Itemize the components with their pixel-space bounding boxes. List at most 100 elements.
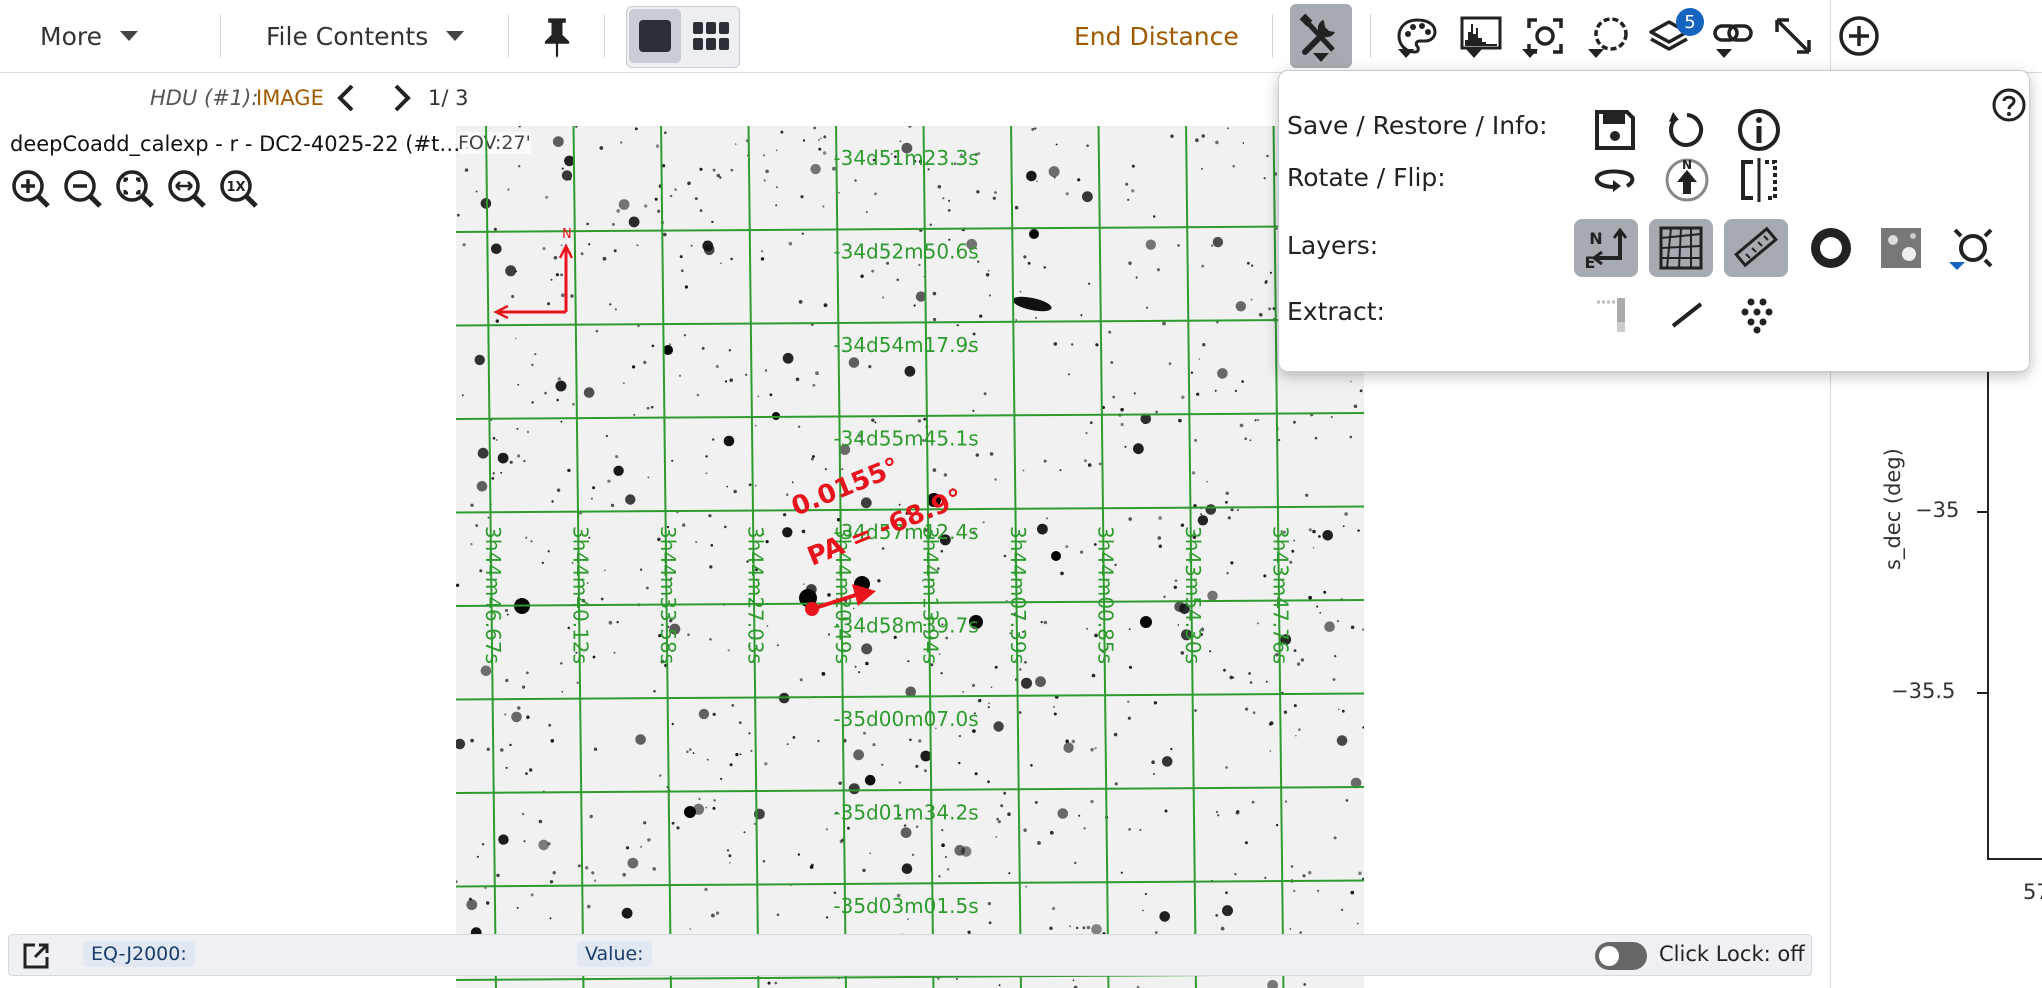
star	[1324, 621, 1335, 632]
click-lock-toggle[interactable]	[1595, 942, 1647, 970]
ra-grid-line	[1010, 126, 1022, 988]
star	[692, 752, 695, 754]
star	[1266, 154, 1269, 158]
star	[1071, 343, 1074, 346]
star	[1063, 742, 1074, 753]
star	[530, 540, 533, 543]
star	[1206, 480, 1208, 483]
star	[907, 660, 910, 663]
dec-grid-line	[456, 786, 1364, 794]
dec-grid-label: -34d51m23.3s	[833, 146, 978, 170]
tools-popup: Save / Restore / Info: Rotate / Flip:	[1278, 70, 2030, 372]
tools-button[interactable]	[1290, 4, 1352, 68]
selection-shape-button[interactable]	[1582, 8, 1636, 64]
star	[1256, 622, 1260, 625]
star	[1005, 599, 1008, 602]
flip-button[interactable]	[1727, 151, 1791, 209]
star	[800, 195, 804, 199]
star	[1043, 459, 1047, 463]
fov-label: FOV:27'	[458, 132, 531, 154]
image-thumbnail-layer-button[interactable]	[1869, 219, 1933, 277]
star	[1225, 891, 1228, 894]
help-icon[interactable]	[1991, 87, 2027, 123]
rotate-button[interactable]	[1583, 151, 1647, 209]
zoom-fit-icon[interactable]	[114, 168, 156, 210]
coordinate-grid-layer-button[interactable]	[1649, 219, 1713, 277]
star	[798, 300, 803, 304]
file-contents-dropdown[interactable]: File Contents	[266, 12, 465, 60]
star	[1215, 810, 1219, 814]
star	[905, 512, 909, 515]
star	[1065, 192, 1069, 196]
star	[712, 806, 716, 810]
star	[918, 160, 923, 164]
histogram-button[interactable]	[1454, 8, 1508, 64]
star	[1040, 621, 1043, 624]
single-view-button[interactable]	[629, 9, 681, 63]
add-plot-icon[interactable]	[1837, 14, 1881, 58]
star	[477, 447, 489, 459]
star	[1318, 535, 1321, 538]
star	[835, 811, 838, 814]
rotate-north-button[interactable]: N	[1655, 151, 1719, 209]
extract-point-button[interactable]	[1583, 285, 1647, 343]
marker-layer-button[interactable]	[1939, 219, 2003, 277]
star	[612, 223, 615, 226]
star	[735, 753, 739, 757]
external-link-icon[interactable]	[21, 941, 51, 971]
star	[712, 168, 716, 172]
link-button[interactable]	[1706, 8, 1760, 64]
star	[1133, 443, 1144, 455]
star	[530, 893, 534, 897]
layers-button[interactable]: 5	[1642, 8, 1704, 64]
row-label: Extract:	[1287, 297, 1385, 326]
zoom-fit-selection-button[interactable]	[1518, 8, 1572, 64]
coordinate-system-label[interactable]: EQ-J2000:	[83, 941, 195, 967]
star	[1252, 711, 1256, 714]
north-east-arrow-layer-button[interactable]: N E	[1574, 219, 1638, 277]
star	[663, 232, 667, 237]
star	[1071, 739, 1076, 744]
chevron-right-icon	[394, 84, 411, 112]
info-button[interactable]	[1727, 101, 1791, 159]
zoom-1x-icon[interactable]: 1X	[218, 168, 260, 210]
star	[774, 981, 778, 985]
color-stretch-button[interactable]	[1390, 8, 1444, 64]
star	[901, 863, 913, 874]
zoom-fill-icon[interactable]	[166, 168, 208, 210]
zoom-in-icon[interactable]	[10, 168, 52, 210]
grid-view-button[interactable]	[685, 9, 737, 63]
end-distance-button[interactable]: End Distance	[1074, 12, 1239, 60]
fits-image-viewer[interactable]	[456, 126, 1364, 988]
zoom-out-icon[interactable]	[62, 168, 104, 210]
dec-grid-label: -34d55m45.1s	[833, 427, 978, 451]
distance-tool-layer-button[interactable]	[1724, 219, 1788, 277]
star	[1043, 620, 1048, 625]
star	[729, 378, 733, 382]
star	[1359, 389, 1363, 393]
plot-y-tick-label: −35.5	[1891, 679, 1956, 703]
next-hdu-button[interactable]	[386, 78, 416, 118]
extract-line-button[interactable]	[1655, 285, 1719, 343]
star	[683, 334, 687, 337]
star	[1220, 926, 1225, 931]
save-button[interactable]	[1583, 101, 1647, 159]
star	[575, 651, 578, 654]
star	[627, 857, 639, 869]
star	[507, 188, 510, 191]
hdu-navigation-bar: HDU (#1): IMAGE 1/ 3	[0, 74, 1300, 124]
expand-button[interactable]	[1766, 8, 1820, 64]
star	[583, 387, 595, 398]
pin-button[interactable]	[530, 8, 584, 64]
star	[868, 365, 872, 369]
star	[833, 891, 837, 895]
previous-hdu-button[interactable]	[332, 78, 362, 118]
star	[994, 478, 997, 481]
star	[881, 632, 884, 634]
more-dropdown[interactable]: More	[40, 12, 138, 60]
star	[589, 814, 593, 819]
extract-points-button[interactable]	[1727, 285, 1791, 343]
star	[937, 185, 942, 189]
restore-button[interactable]	[1655, 101, 1719, 159]
starburst-layer-button[interactable]	[1799, 219, 1863, 277]
